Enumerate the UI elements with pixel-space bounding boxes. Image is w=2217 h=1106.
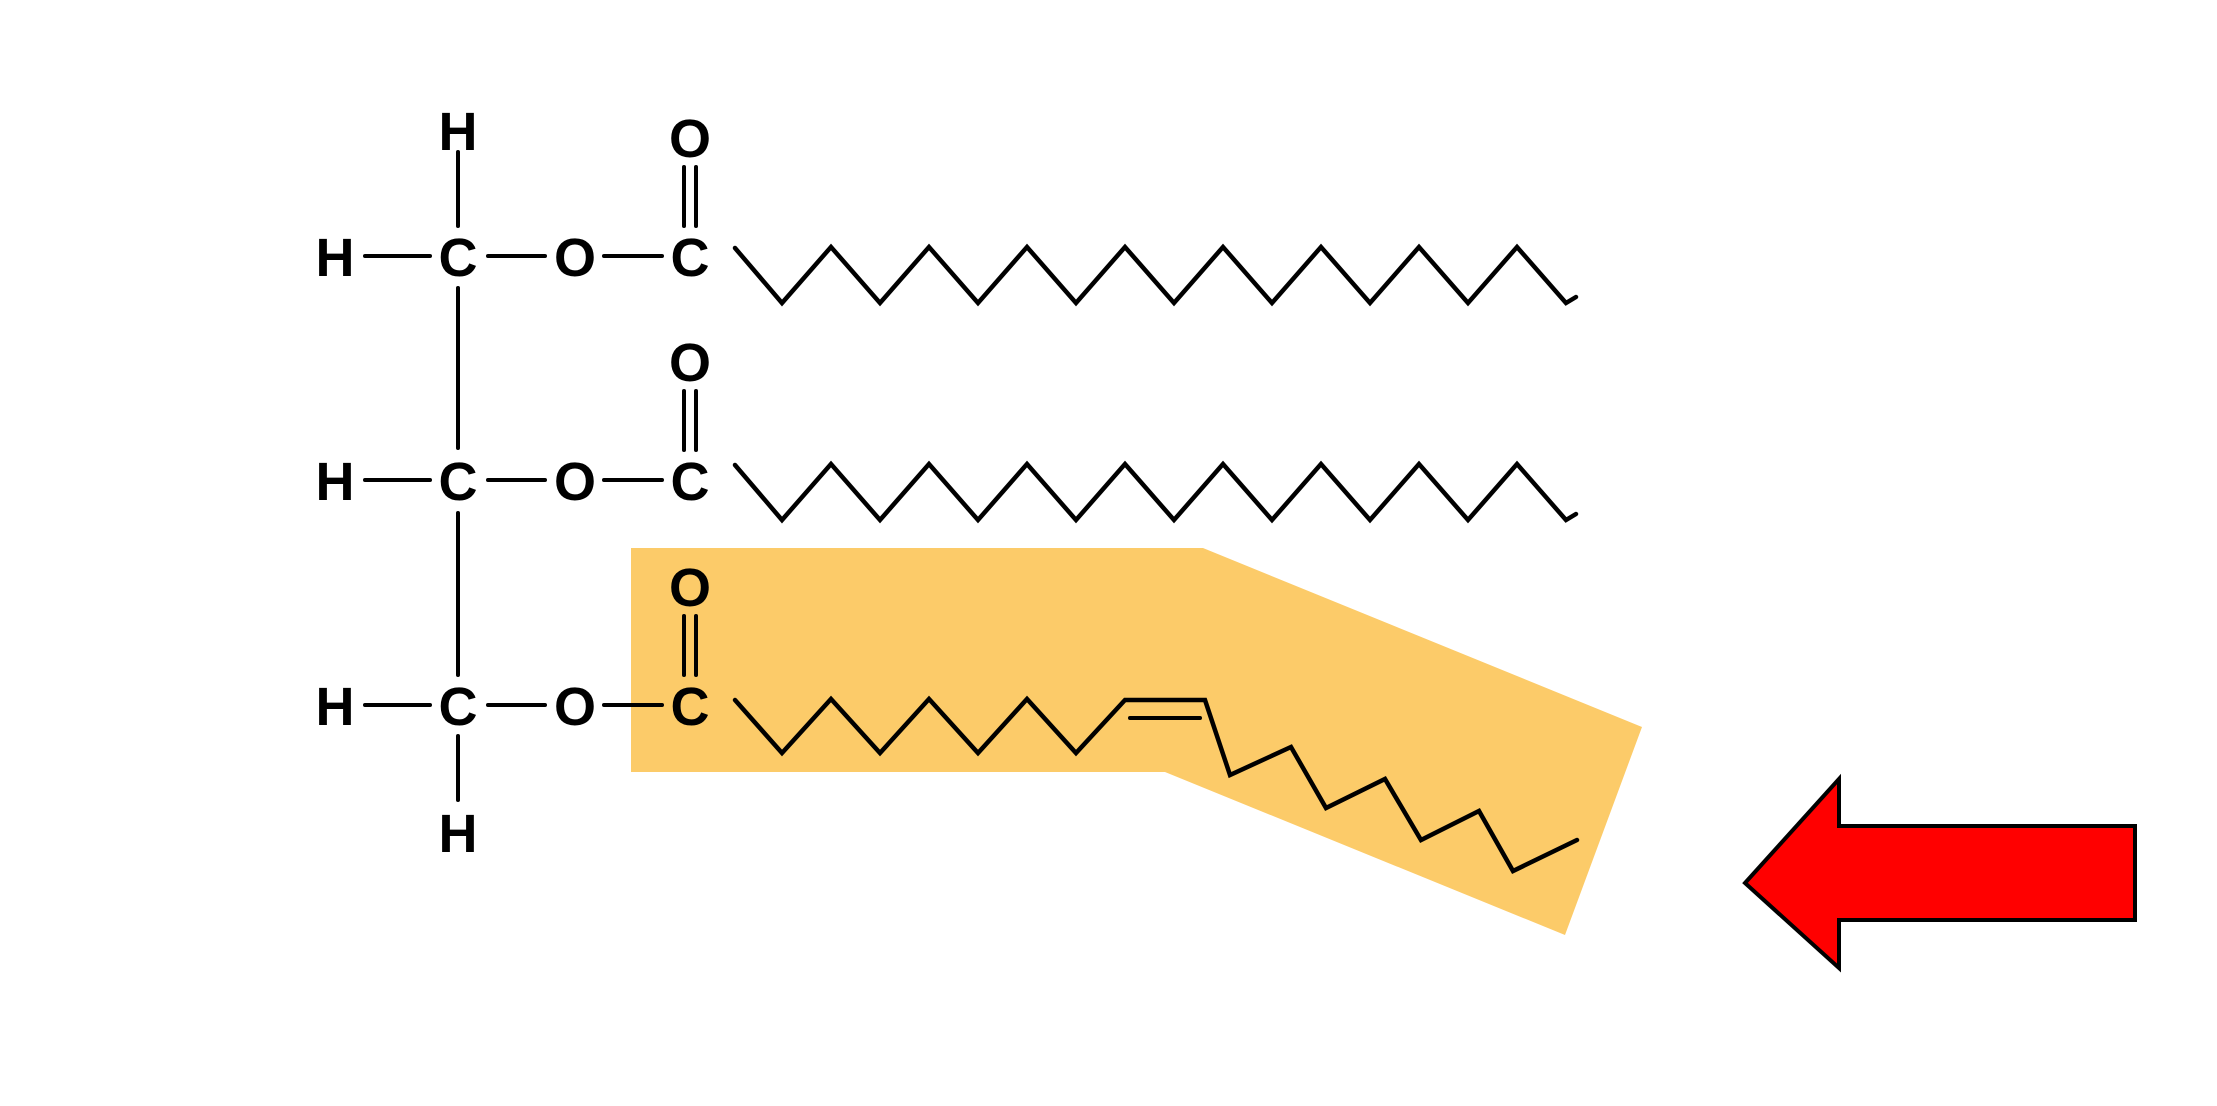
atom-o-carbonyl1: O [669,109,711,169]
atom-o-row2: O [554,452,596,512]
atom-h-row2: H [316,452,355,512]
atom-o-row3: O [554,677,596,737]
atom-o-carbonyl3: O [669,558,711,618]
unsaturated-fatty-acid-highlight [631,548,1642,935]
atom-c-ester3: C [671,677,710,737]
atom-c-row1: C [439,228,478,288]
fatty-acid-chain-1-saturated [732,243,1579,307]
atom-o-carbonyl2: O [669,333,711,393]
atom-c-ester2: C [671,452,710,512]
atom-h-row1: H [316,228,355,288]
fatty-acid-chain-2-saturated [732,460,1579,524]
atom-h-bottom: H [439,804,478,864]
atom-c-row2: C [439,452,478,512]
glycerol-backbone-bonds [363,150,664,802]
carbonyl-double-bonds [682,165,698,677]
atom-c-row3: C [439,677,478,737]
atom-o-row1: O [554,228,596,288]
fatty-acid-chain-3-unsaturated [732,695,1580,874]
atom-c-ester1: C [671,228,710,288]
fatty-acid-chains [732,243,1580,874]
atom-h-row3: H [316,677,355,737]
left-arrow-icon [1742,773,2137,973]
atom-labels: H H C O O C H C O O C H C O O C H [316,102,712,864]
atom-h-top: H [439,102,478,162]
